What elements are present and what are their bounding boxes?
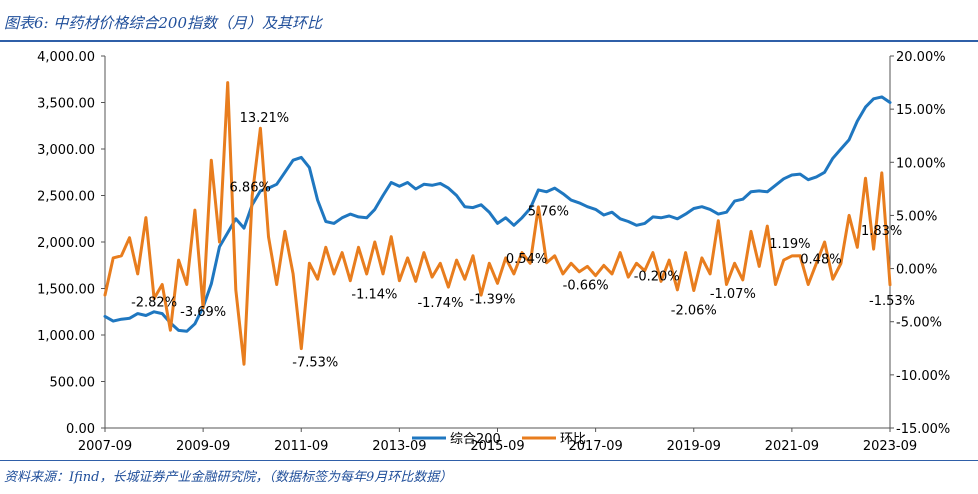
x-tick-label: 2009-09: [176, 439, 230, 454]
right-tick-label: 5.00%: [896, 209, 937, 224]
data-label: 6.86%: [230, 181, 271, 196]
source-note: 资料来源：Ifind，长城证券产业金融研究院，（数据标签为每年9月环比数据）: [4, 470, 453, 485]
data-label: -7.53%: [292, 356, 338, 371]
data-label: 13.21%: [240, 111, 290, 126]
left-tick-label: 500.00: [50, 376, 96, 391]
data-label: 0.54%: [506, 252, 547, 267]
footer-divider: [0, 460, 978, 461]
right-tick-label: -5.00%: [896, 316, 942, 331]
title-divider: [0, 40, 978, 42]
legend-item-index-label: 综合200: [450, 432, 501, 447]
left-tick-label: 3,000.00: [37, 143, 95, 158]
tick-labels: 0.00 500.00 1,000.00 1,500.00 2,000.00 2,500.…: [37, 50, 950, 454]
data-label: 0.48%: [800, 252, 841, 267]
chart: 0.00 500.00 1,000.00 1,500.00 2,000.00 2,500.…: [37, 50, 950, 454]
right-tick-label: 15.00%: [896, 103, 946, 118]
right-tick-label: -15.00%: [896, 422, 950, 437]
legend-item-mom-label: 环比: [560, 432, 586, 447]
x-tick-label: 2007-09: [78, 439, 132, 454]
data-label: -1.39%: [470, 292, 516, 307]
right-tick-label: -10.00%: [896, 369, 950, 384]
data-label: 1.19%: [769, 237, 810, 252]
mom-series-line: [103, 81, 892, 366]
data-label: -1.14%: [351, 288, 397, 303]
right-tick-label: 10.00%: [896, 156, 946, 171]
x-tick-label: 2011-09: [274, 439, 328, 454]
page-title: 图表6: 中药材价格综合200指数（月）及其环比: [4, 14, 322, 32]
left-tick-label: 0.00: [66, 422, 95, 437]
data-label: -0.20%: [634, 270, 680, 285]
data-label: 5.76%: [528, 204, 569, 219]
data-labels: -2.82%-3.69% 6.86% 13.21% -7.53% -1.14% -1.74…: [131, 111, 915, 370]
axes: [101, 55, 894, 432]
x-tick-label: 2015-09: [470, 439, 524, 454]
data-label: 1.83%: [861, 224, 902, 239]
data-label: -0.66%: [563, 279, 609, 294]
data-label: -1.74%: [417, 296, 463, 311]
x-tick-label: 2017-09: [568, 439, 622, 454]
x-tick-label: 2019-09: [667, 439, 721, 454]
left-tick-label: 2,000.00: [37, 236, 95, 251]
x-tick-label: 2023-09: [863, 439, 917, 454]
data-label: -2.06%: [671, 303, 717, 318]
x-tick-label: 2021-09: [765, 439, 819, 454]
legend: 综合200 环比: [412, 432, 586, 447]
left-tick-label: 1,000.00: [37, 329, 95, 344]
left-tick-label: 1,500.00: [37, 283, 95, 298]
data-label: -1.53%: [869, 294, 915, 309]
left-tick-label: 2,500.00: [37, 190, 95, 205]
left-tick-label: 3,500.00: [37, 97, 95, 112]
right-tick-label: 0.00%: [896, 263, 937, 278]
index-series-line: [103, 95, 892, 333]
left-tick-label: 4,000.00: [37, 50, 95, 65]
data-label: -2.82%: [131, 296, 177, 311]
data-label: -1.07%: [710, 287, 756, 302]
series-lines: [103, 81, 892, 366]
data-label: -3.69%: [180, 305, 226, 320]
x-tick-label: 2013-09: [372, 439, 426, 454]
right-tick-label: 20.00%: [896, 50, 946, 65]
